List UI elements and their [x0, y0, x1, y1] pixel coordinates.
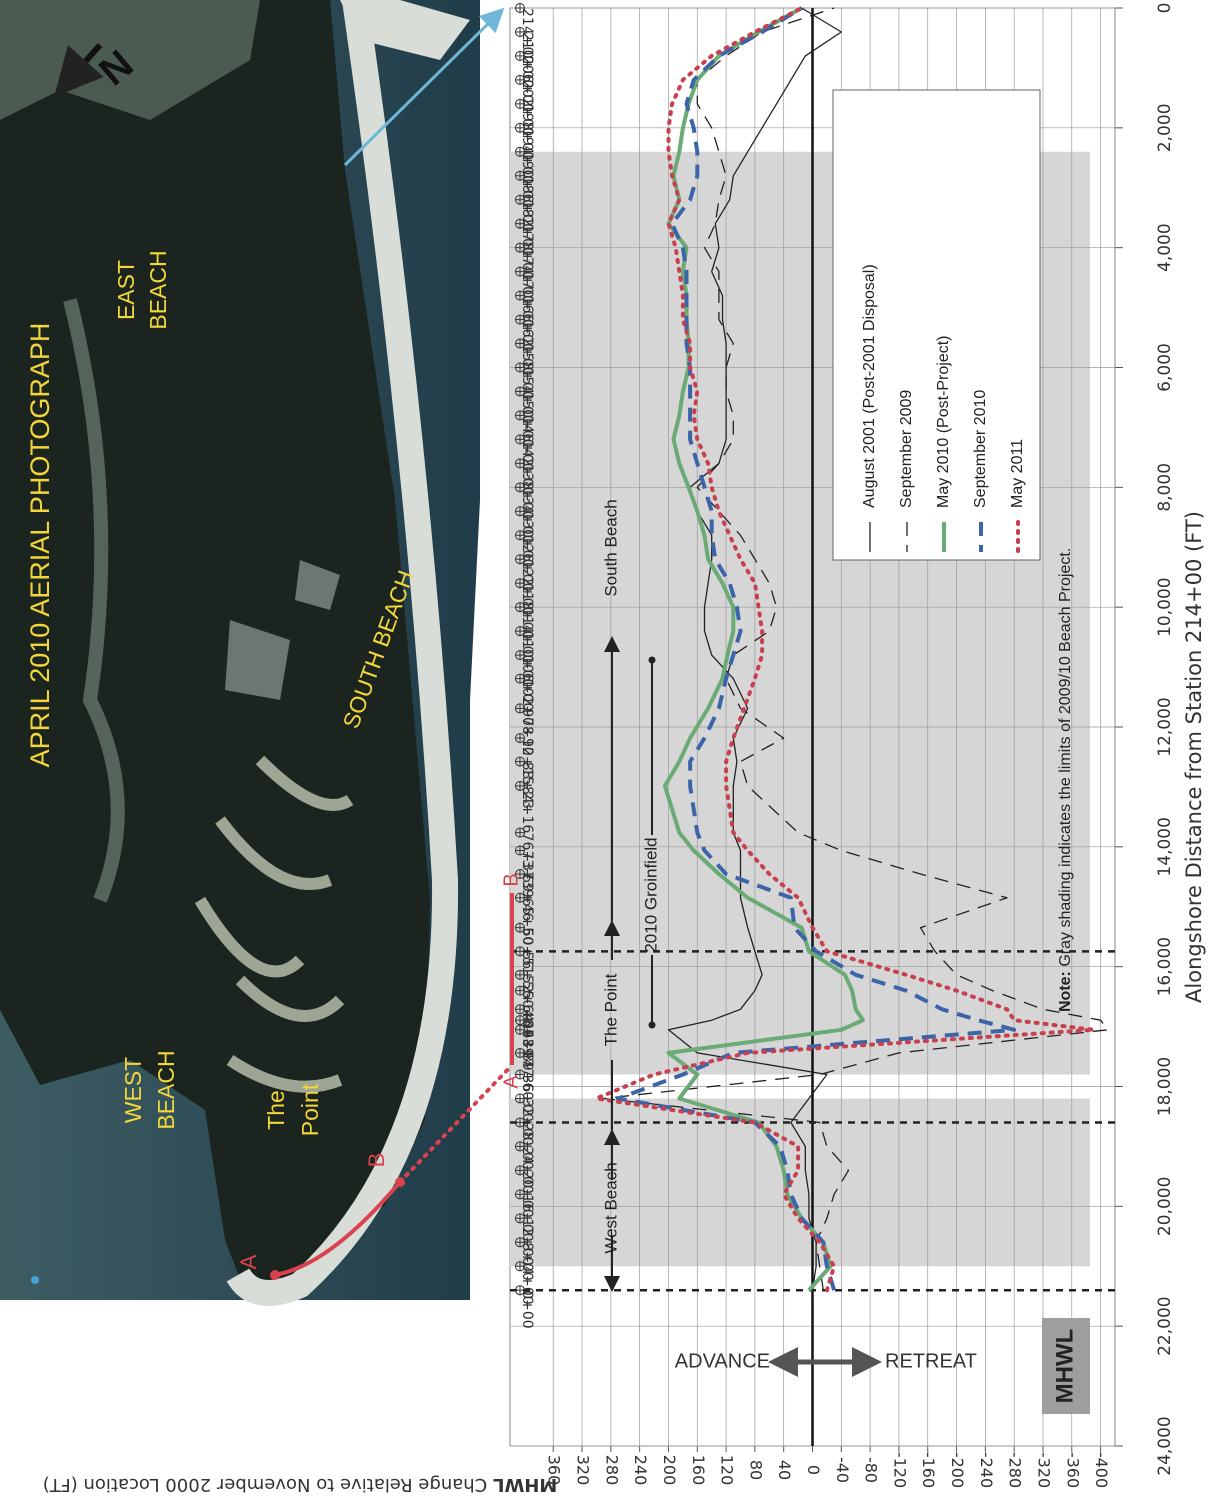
y-tick-label: 0	[804, 1465, 823, 1475]
note-label: Note:	[1057, 971, 1074, 1012]
groinfield-end	[649, 657, 656, 664]
legend-label: August 2001 (Post-2001 Disposal)	[861, 264, 878, 508]
y-tick-label: -400	[1092, 1452, 1111, 1488]
photo-label: WEST	[120, 1057, 146, 1123]
x-tick-label: 10,000	[1155, 577, 1175, 636]
x-tick-label: 18,000	[1155, 1057, 1175, 1116]
legend-label: May 2010 (Post-Project)	[935, 335, 952, 508]
photo-label: EAST	[113, 260, 139, 320]
annotation: ADVANCE	[675, 1350, 770, 1372]
legend-label: May 2011	[1009, 439, 1026, 508]
note-text: Gray shading indicates the limits of 200…	[1057, 548, 1074, 967]
y-tick-label: -40	[833, 1457, 852, 1483]
photo-label: Point	[297, 1083, 323, 1136]
annotation: B	[500, 873, 522, 886]
aerial-photo	[0, 0, 515, 1300]
y-tick-label: -160	[919, 1452, 938, 1488]
photo-label: BEACH	[153, 1050, 179, 1129]
annotation: 2010 Groinfield	[641, 837, 660, 952]
y-tick-label: -200	[948, 1452, 967, 1488]
y-tick-label: 280	[602, 1455, 621, 1486]
legend-label: September 2009	[898, 390, 915, 508]
y-tick-label: 160	[689, 1455, 708, 1486]
x-tick-label: 0	[1155, 3, 1175, 14]
station-label: 76+37	[519, 833, 535, 880]
point-label: B	[364, 1153, 389, 1168]
annotation: The Point	[601, 973, 620, 1046]
photo-label: The	[263, 1090, 289, 1130]
x-axis-title: Alongshore Distance from Station 214+00 …	[1182, 511, 1206, 1003]
x-tick-label: 22,000	[1155, 1296, 1175, 1355]
photo-label: BEACH	[145, 250, 171, 329]
annotation: West Beach	[601, 1162, 620, 1253]
y-axis-title: MHWL Change Relative to November 2000 Lo…	[43, 1474, 558, 1495]
station-label: 214+00	[519, 8, 535, 64]
groinfield-end	[649, 1022, 656, 1029]
y-tick-label: 320	[574, 1455, 593, 1486]
x-tick-label: 14,000	[1155, 817, 1175, 876]
y-tick-label: -120	[890, 1452, 909, 1488]
y-tick-label: 240	[631, 1455, 650, 1486]
x-tick-label: 6,000	[1155, 343, 1175, 392]
y-tick-label: -320	[1034, 1452, 1053, 1488]
y-axis-title-text: Change Relative to November 2000 Locatio…	[43, 1474, 488, 1495]
y-tick-label: -360	[1063, 1452, 1082, 1488]
x-tick-label: 4,000	[1155, 223, 1175, 272]
note: Note: Gray shading indicates the limits …	[1057, 548, 1074, 1012]
annotation: A	[500, 1075, 522, 1089]
x-tick-label: 20,000	[1155, 1177, 1175, 1236]
legend-label: September 2010	[972, 390, 989, 508]
photo-title: APRIL 2010 AERIAL PHOTOGRAPH	[25, 323, 55, 768]
point-label: A	[236, 1254, 261, 1269]
page: APRIL 2010 AERIAL PHOTOGRAPH WEST BEACH …	[0, 0, 1215, 1503]
y-tick-label: -280	[1006, 1452, 1025, 1488]
x-tick-label: 8,000	[1155, 463, 1175, 512]
y-tick-label: 40	[775, 1460, 794, 1480]
x-tick-label: 12,000	[1155, 697, 1175, 756]
annotation: RETREAT	[885, 1350, 977, 1372]
y-tick-label: -240	[977, 1452, 996, 1488]
y-tick-label: 80	[746, 1460, 765, 1480]
x-tick-label: 24,000	[1155, 1416, 1175, 1475]
annotation: MHWL	[1051, 1329, 1078, 1404]
x-tick-label: 16,000	[1155, 937, 1175, 996]
y-tick-label: -80	[862, 1457, 881, 1483]
x-tick-label: 2,000	[1155, 103, 1175, 152]
y-tick-label: 120	[718, 1455, 737, 1486]
y-axis-title-bold: MHWL	[493, 1474, 557, 1495]
y-tick-label: 200	[660, 1455, 679, 1486]
annotation: South Beach	[601, 499, 620, 596]
